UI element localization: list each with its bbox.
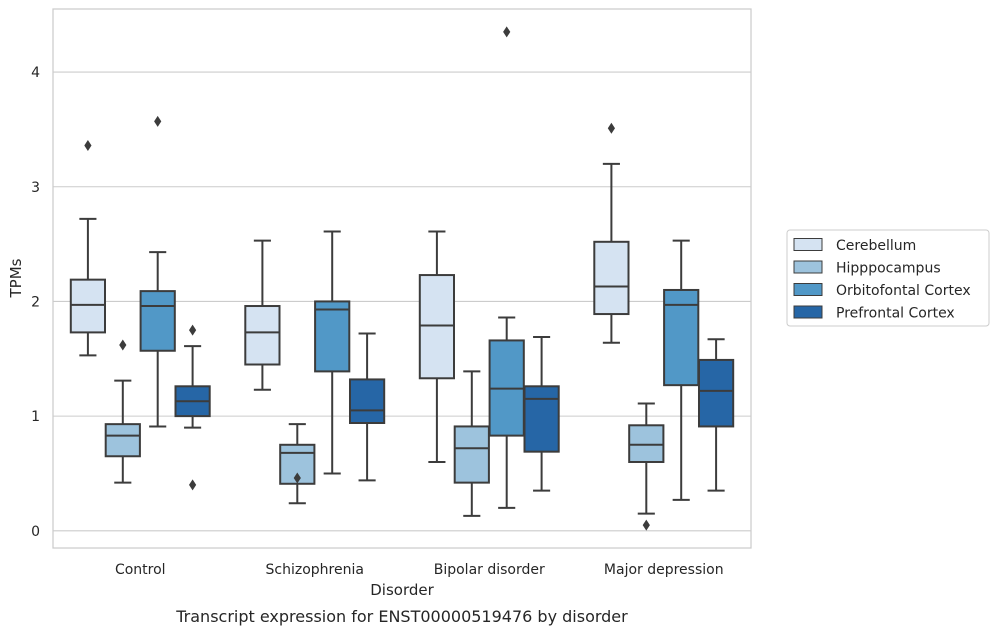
outlier-point-0 (503, 26, 511, 38)
legend-swatch (793, 260, 823, 274)
legend-swatch (793, 305, 823, 319)
legend-item-2: Orbitofontal Cortex (793, 283, 971, 299)
box-layer (69, 26, 735, 531)
box-3-0 (593, 122, 630, 344)
x-tick-label-2: Bipolar disorder (434, 562, 545, 578)
legend: Cerebellum Hipppocampus Orbitofontal Corte… (786, 229, 990, 327)
x-tick-label-1: Schizophrenia (266, 562, 364, 578)
box-body (593, 240, 630, 316)
outlier-point-0 (607, 122, 615, 134)
outlier-point-0 (119, 339, 127, 351)
legend-item-1: Hipppocampus (793, 260, 941, 277)
legend-item-3: Prefrontal Cortex (793, 305, 955, 322)
legend-frame (786, 229, 990, 327)
x-tick-label-3: Major depression (604, 562, 724, 578)
outlier-point-1 (189, 479, 197, 491)
y-tick-labels: 0 1 2 3 4 (31, 65, 40, 540)
box-0-3 (174, 324, 211, 491)
box-1-3 (348, 332, 386, 482)
box-body (314, 300, 351, 373)
x-axis-title: Disorder (370, 581, 434, 599)
y-tick-label-1: 1 (31, 409, 40, 425)
box-3-3 (697, 338, 735, 492)
x-tick-labels: Control Schizophrenia Bipolar disorder Majo… (115, 562, 724, 578)
box-body (104, 423, 141, 458)
box-body (244, 305, 281, 366)
plot-frame (52, 8, 752, 549)
box-body (697, 358, 735, 428)
outlier-point-0 (84, 139, 92, 151)
outlier-point-0 (189, 324, 197, 336)
legend-swatch (793, 238, 823, 251)
y-tick-label-4: 4 (31, 65, 40, 81)
y-tick-label-0: 0 (31, 524, 40, 540)
outlier-point-0 (293, 472, 301, 484)
box-body (523, 385, 560, 453)
legend-label: Orbitofontal Cortex (836, 283, 971, 299)
legend-item-0: Cerebellum (793, 238, 916, 254)
y-axis-title: TPMs (7, 258, 25, 298)
y-tick-label-3: 3 (31, 180, 40, 196)
legend-swatch (793, 283, 823, 296)
y-tick-label-2: 2 (31, 294, 40, 310)
box-0-1 (104, 339, 141, 484)
box-body (348, 378, 386, 424)
box-3-2 (663, 239, 700, 501)
box-0-2 (139, 115, 176, 428)
box-1-2 (314, 230, 351, 475)
box-3-1 (628, 402, 665, 531)
box-body (418, 274, 456, 380)
box-1-0 (244, 239, 281, 391)
box-body (453, 425, 490, 484)
box-2-2 (488, 26, 525, 509)
x-tick-label-0: Control (115, 562, 166, 578)
legend-label: Cerebellum (836, 238, 916, 254)
legend-items: Cerebellum Hipppocampus Orbitofontal Corte… (793, 238, 971, 322)
legend-label: Prefrontal Cortex (836, 306, 955, 322)
legend-label: Hipppocampus (836, 261, 941, 277)
box-2-1 (453, 370, 490, 517)
box-body (628, 424, 665, 463)
outlier-point-0 (642, 519, 650, 531)
box-body (69, 278, 107, 334)
box-1-1 (279, 423, 316, 505)
box-0-0 (69, 139, 107, 357)
chart-caption: Transcript expression for ENST0000051947… (175, 607, 628, 626)
box-2-3 (523, 335, 560, 492)
box-2-0 (418, 230, 456, 463)
outlier-point-0 (154, 115, 162, 127)
box-body (139, 290, 176, 352)
